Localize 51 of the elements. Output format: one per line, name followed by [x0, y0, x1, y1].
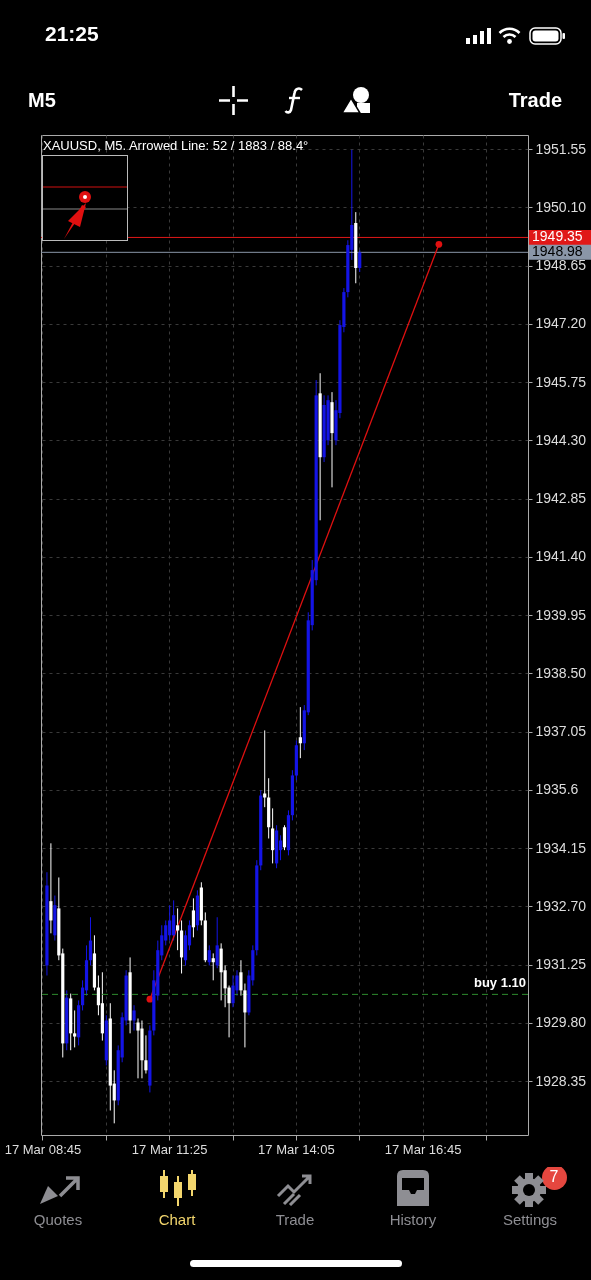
text: History: [389, 1211, 437, 1228]
candlestick: [271, 807, 275, 864]
y-tick-label: 1944.30: [535, 431, 587, 448]
candlestick: [211, 952, 215, 981]
y-tick-label: 1947.20: [535, 315, 587, 332]
text: 21:25: [45, 22, 99, 46]
candlestick: [136, 1017, 140, 1079]
candlestick: [132, 1004, 136, 1032]
ref-line-label: 1949.35: [532, 228, 583, 245]
candlestick: [73, 1009, 77, 1048]
chart-title: XAUUSD, M5. Arrowed Line: 52 / 1883 / 88.4°: [42, 138, 309, 153]
text: Chart: [158, 1211, 196, 1228]
text: M5: [28, 89, 56, 112]
candlestick: [88, 916, 93, 966]
y-tick-label: 1934.15: [535, 839, 587, 856]
candlestick: [263, 729, 267, 808]
y-tick-label: 1945.75: [535, 373, 587, 390]
candlestick: [168, 904, 172, 942]
text: Trade: [508, 89, 562, 112]
y-tick-label: 1938.50: [535, 664, 587, 681]
x-tick-label: 17 Mar 11:25: [131, 1141, 208, 1157]
y-tick-label: 1939.95: [535, 606, 587, 623]
y-tick-label: 1950.10: [535, 198, 587, 215]
y-tick-label: 1935.6: [535, 781, 579, 798]
ref-line-label: buy 1.10: [473, 975, 527, 991]
x-tick-label: 17 Mar 16:45: [384, 1141, 462, 1157]
y-tick-label: 1929.80: [535, 1014, 587, 1031]
ref-line-label: 1948.98: [532, 243, 583, 260]
text: Quotes: [33, 1211, 83, 1228]
y-tick-label: 1951.55: [535, 140, 587, 157]
candlestick: [172, 899, 176, 942]
y-tick-label: 1931.25: [535, 956, 587, 973]
candlestick: [215, 916, 219, 969]
text: 7: [549, 1168, 559, 1186]
y-tick-label: 1942.85: [535, 490, 587, 507]
y-tick-label: 1948.65: [535, 257, 587, 274]
candlestick: [298, 706, 302, 759]
x-tick-label: 17 Mar 14:05: [258, 1141, 335, 1157]
candlestick: [282, 824, 287, 851]
candlestick: [207, 944, 211, 966]
y-tick-label: 1941.40: [535, 548, 587, 565]
candlestick: [176, 907, 180, 951]
y-tick-label: 1932.70: [535, 897, 587, 914]
y-tick-label: 1937.05: [535, 723, 587, 740]
candlestick: [358, 249, 362, 273]
y-tick-label: 1928.35: [535, 1072, 587, 1089]
x-tick-label: 17 Mar 08:45: [4, 1141, 82, 1157]
candlestick: [191, 897, 196, 938]
candlestick: [49, 842, 53, 934]
text: Trade: [275, 1211, 315, 1228]
text: Settings: [502, 1211, 558, 1228]
